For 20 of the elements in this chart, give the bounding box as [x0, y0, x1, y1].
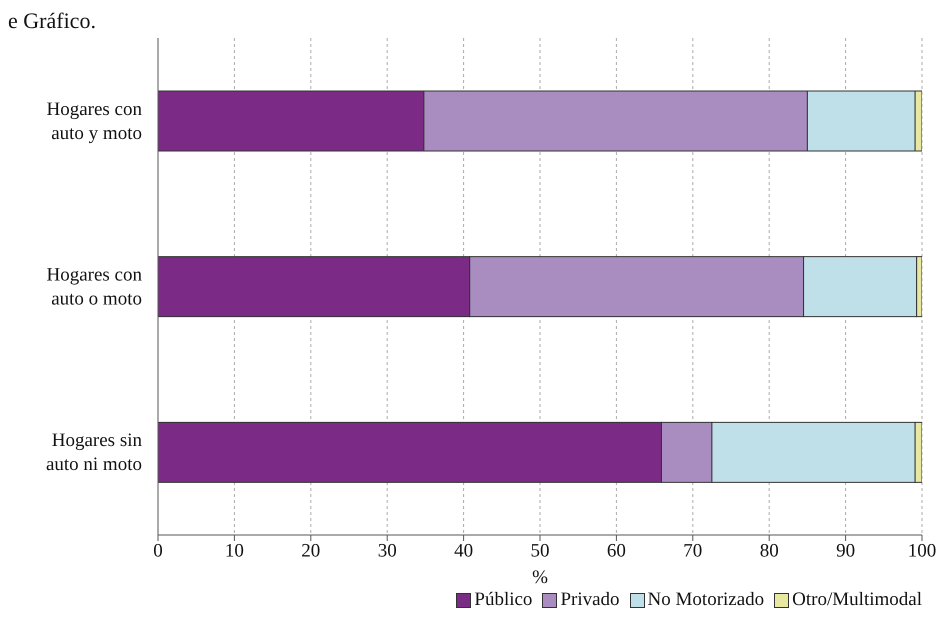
- x-tick-label: 90: [836, 540, 856, 562]
- x-tick-label: 40: [454, 540, 474, 562]
- x-tick-label: 70: [683, 540, 702, 562]
- text: e Gráfico.: [8, 8, 96, 34]
- x-tick-label: 30: [378, 540, 397, 562]
- y-tick-label: Hogares con auto y moto: [46, 98, 142, 144]
- x-tick-label: 10: [224, 540, 244, 562]
- x-tick-label: 0: [153, 540, 163, 562]
- legend-label: No Motorizado: [646, 589, 764, 611]
- x-tick-label: 50: [530, 540, 550, 562]
- legend-label: Público: [473, 589, 532, 611]
- x-tick-label: 20: [301, 540, 320, 562]
- y-tick-label: Hogares sin auto ni moto: [46, 430, 142, 476]
- x-tick-label: 60: [606, 540, 626, 562]
- legend-label: Privado: [559, 589, 620, 611]
- legend-label: Otro/Multimodal: [791, 589, 922, 611]
- y-tick-label: Hogares con auto o moto: [46, 264, 142, 310]
- x-tick-label: 100: [908, 540, 936, 562]
- x-tick-label: 80: [760, 540, 779, 562]
- x-axis-title: %: [532, 567, 548, 588]
